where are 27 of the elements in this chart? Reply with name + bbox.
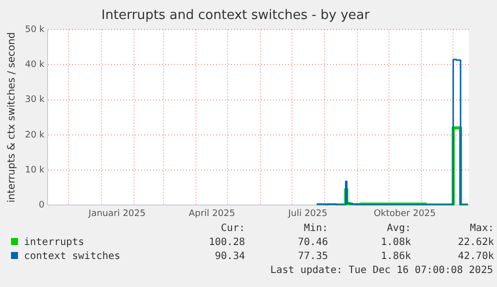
y-tick-label: 20 k bbox=[24, 130, 46, 140]
text: 90.34 bbox=[214, 250, 245, 264]
text: Min: bbox=[302, 222, 328, 236]
text: 77.35 bbox=[296, 250, 328, 264]
x-tick-label: Januari 2025 bbox=[88, 208, 146, 219]
y-tick-label: 10 k bbox=[24, 165, 46, 176]
y-tick-label: 0 bbox=[38, 200, 45, 211]
text: Max: bbox=[468, 222, 494, 236]
text: 22.62k bbox=[456, 236, 494, 250]
x-tick-label: Oktober 2025 bbox=[374, 208, 436, 219]
y-axis-title: interrupts & ctx switches / second bbox=[6, 32, 18, 203]
text: 1.86k bbox=[380, 250, 411, 264]
chart-title: Interrupts and context switches - by year bbox=[101, 8, 370, 24]
text: 1.08k bbox=[380, 236, 411, 250]
text: Cur: bbox=[220, 222, 245, 236]
text: 42.70k bbox=[456, 250, 494, 264]
y-tick-label: 50 k bbox=[24, 24, 46, 35]
y-tick-label: 40 k bbox=[24, 60, 46, 70]
x-tick-label: Juli 2025 bbox=[287, 208, 328, 219]
legend-label: context switches bbox=[23, 250, 122, 264]
y-tick-label: 30 k bbox=[24, 95, 46, 106]
text: Avg: bbox=[386, 222, 411, 236]
x-tick-label: April 2025 bbox=[188, 208, 236, 219]
text: 70.46 bbox=[296, 236, 328, 250]
text: Last update: Tue Dec 16 07:00:08 2025 bbox=[269, 264, 494, 278]
legend-label: interrupts bbox=[23, 236, 86, 250]
text: 100.28 bbox=[208, 236, 245, 250]
